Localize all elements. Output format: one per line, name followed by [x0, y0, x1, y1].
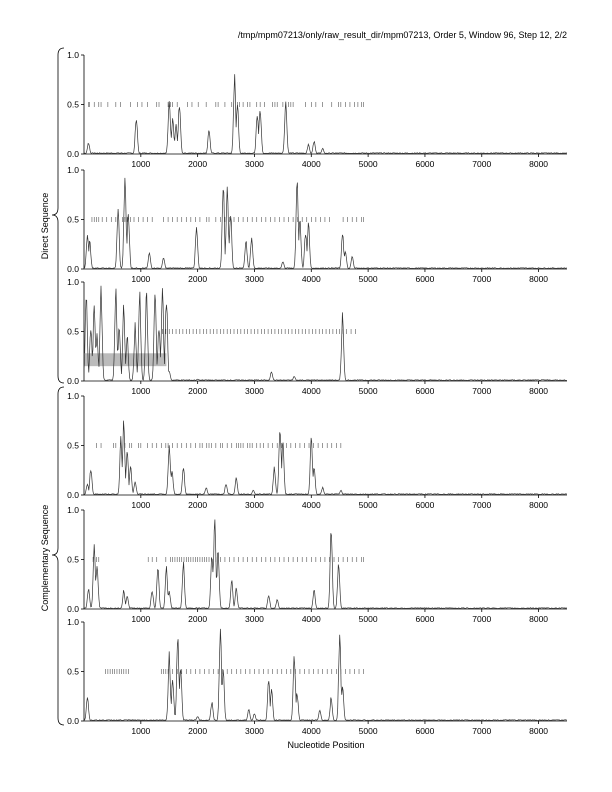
x-tick-label: 5000 — [359, 500, 378, 510]
x-tick-label: 7000 — [472, 614, 491, 624]
x-tick-label: 8000 — [529, 386, 548, 396]
y-tick-label: 1.0 — [67, 505, 79, 515]
x-tick-label: 3000 — [245, 386, 264, 396]
y-tick-label: 0.0 — [67, 490, 79, 500]
x-tick-label: 5000 — [359, 614, 378, 624]
x-tick-label: 1000 — [131, 614, 150, 624]
x-tick-label: 2000 — [188, 726, 207, 736]
direct-sequence-label: Direct Sequence — [40, 193, 50, 260]
series-line — [83, 285, 567, 382]
x-tick-label: 6000 — [415, 159, 434, 169]
x-tick-label: 5000 — [359, 386, 378, 396]
y-tick-label: 1.0 — [67, 391, 79, 401]
x-tick-label: 1000 — [131, 159, 150, 169]
x-tick-label: 2000 — [188, 614, 207, 624]
x-tick-label: 1000 — [131, 386, 150, 396]
x-tick-label: 4000 — [302, 614, 321, 624]
x-tick-label: 3000 — [245, 726, 264, 736]
x-tick-label: 7000 — [472, 159, 491, 169]
panel-6: 0.0 0.5 1.0 1000 2000 3000 4000 5000 6000 7000 800… — [67, 617, 567, 736]
x-tick-label: 2000 — [188, 500, 207, 510]
x-tick-label: 2000 — [188, 274, 207, 284]
y-tick-label: 0.5 — [67, 667, 79, 677]
x-tick-label: 3000 — [245, 159, 264, 169]
y-tick-label: 0.0 — [67, 264, 79, 274]
y-tick-label: 0.5 — [67, 100, 79, 110]
x-tick-label: 1000 — [131, 726, 150, 736]
x-tick-label: 8000 — [529, 274, 548, 284]
x-tick-label: 7000 — [472, 500, 491, 510]
y-tick-label: 1.0 — [67, 50, 79, 60]
x-tick-label: 8000 — [529, 726, 548, 736]
x-tick-label: 5000 — [359, 726, 378, 736]
x-tick-label: 6000 — [415, 274, 434, 284]
series-line — [83, 628, 567, 722]
x-tick-label: 2000 — [188, 386, 207, 396]
x-tick-label: 4000 — [302, 159, 321, 169]
x-tick-label: 2000 — [188, 159, 207, 169]
x-tick-label: 6000 — [415, 500, 434, 510]
complementary-group-brace — [51, 386, 65, 726]
y-tick-label: 0.0 — [67, 376, 79, 386]
x-tick-label: 8000 — [529, 614, 548, 624]
x-tick-label: 1000 — [131, 274, 150, 284]
x-tick-label: 8000 — [529, 159, 548, 169]
y-tick-label: 0.5 — [67, 215, 79, 225]
x-tick-label: 4000 — [302, 726, 321, 736]
y-tick-label: 0.5 — [67, 555, 79, 565]
y-tick-label: 0.5 — [67, 327, 79, 337]
x-tick-label: 7000 — [472, 386, 491, 396]
x-tick-label: 3000 — [245, 614, 264, 624]
y-tick-label: 1.0 — [67, 165, 79, 175]
panel-4: 0.0 0.5 1.0 1000 2000 3000 4000 5000 6000 7000 800… — [67, 391, 568, 510]
series-line — [83, 420, 568, 495]
x-tick-label: 4000 — [302, 274, 321, 284]
panel-2: 0.0 0.5 1.0 1000 2000 3000 4000 5000 6000 7000 800… — [67, 165, 567, 284]
x-tick-label: 6000 — [415, 614, 434, 624]
x-tick-label: 3000 — [245, 500, 264, 510]
y-tick-label: 0.0 — [67, 604, 79, 614]
chart-title: /tmp/mpm07213/only/raw_result_dir/mpm072… — [238, 30, 567, 40]
x-tick-label: 1000 — [131, 500, 150, 510]
series-line — [83, 177, 567, 269]
panel-1: 0.0 0.5 1.0 1000 2000 3000 4000 5000 6000 7000 800… — [67, 50, 568, 169]
direct-group-brace — [51, 47, 65, 384]
x-tick-label: 8000 — [529, 500, 548, 510]
y-tick-label: 0.5 — [67, 441, 79, 451]
x-tick-label: 5000 — [359, 274, 378, 284]
panel-3: 0.0 0.5 1.0 1000 2000 3000 4000 5000 6000 7000 800… — [67, 277, 567, 396]
y-tick-label: 1.0 — [67, 617, 79, 627]
series-line — [83, 519, 568, 610]
x-tick-label: 7000 — [472, 726, 491, 736]
y-tick-label: 0.0 — [67, 716, 79, 726]
x-tick-label: 5000 — [359, 159, 378, 169]
chart-panels: 0.0 0.5 1.0 1000 2000 3000 4000 5000 6000 7000 800… — [67, 50, 568, 736]
y-tick-label: 0.0 — [67, 149, 79, 159]
x-tick-label: 6000 — [415, 386, 434, 396]
x-tick-label: 4000 — [302, 500, 321, 510]
x-tick-label: 6000 — [415, 726, 434, 736]
series-line — [84, 74, 568, 155]
y-tick-label: 1.0 — [67, 277, 79, 287]
x-tick-label: 3000 — [245, 274, 264, 284]
panel-5: 0.0 0.5 1.0 1000 2000 3000 4000 5000 6000 7000 800… — [67, 505, 568, 624]
x-tick-label: 7000 — [472, 274, 491, 284]
x-tick-label: 4000 — [302, 386, 321, 396]
x-axis-label: Nucleotide Position — [287, 740, 364, 750]
complementary-sequence-label: Complementary Sequence — [40, 505, 50, 612]
